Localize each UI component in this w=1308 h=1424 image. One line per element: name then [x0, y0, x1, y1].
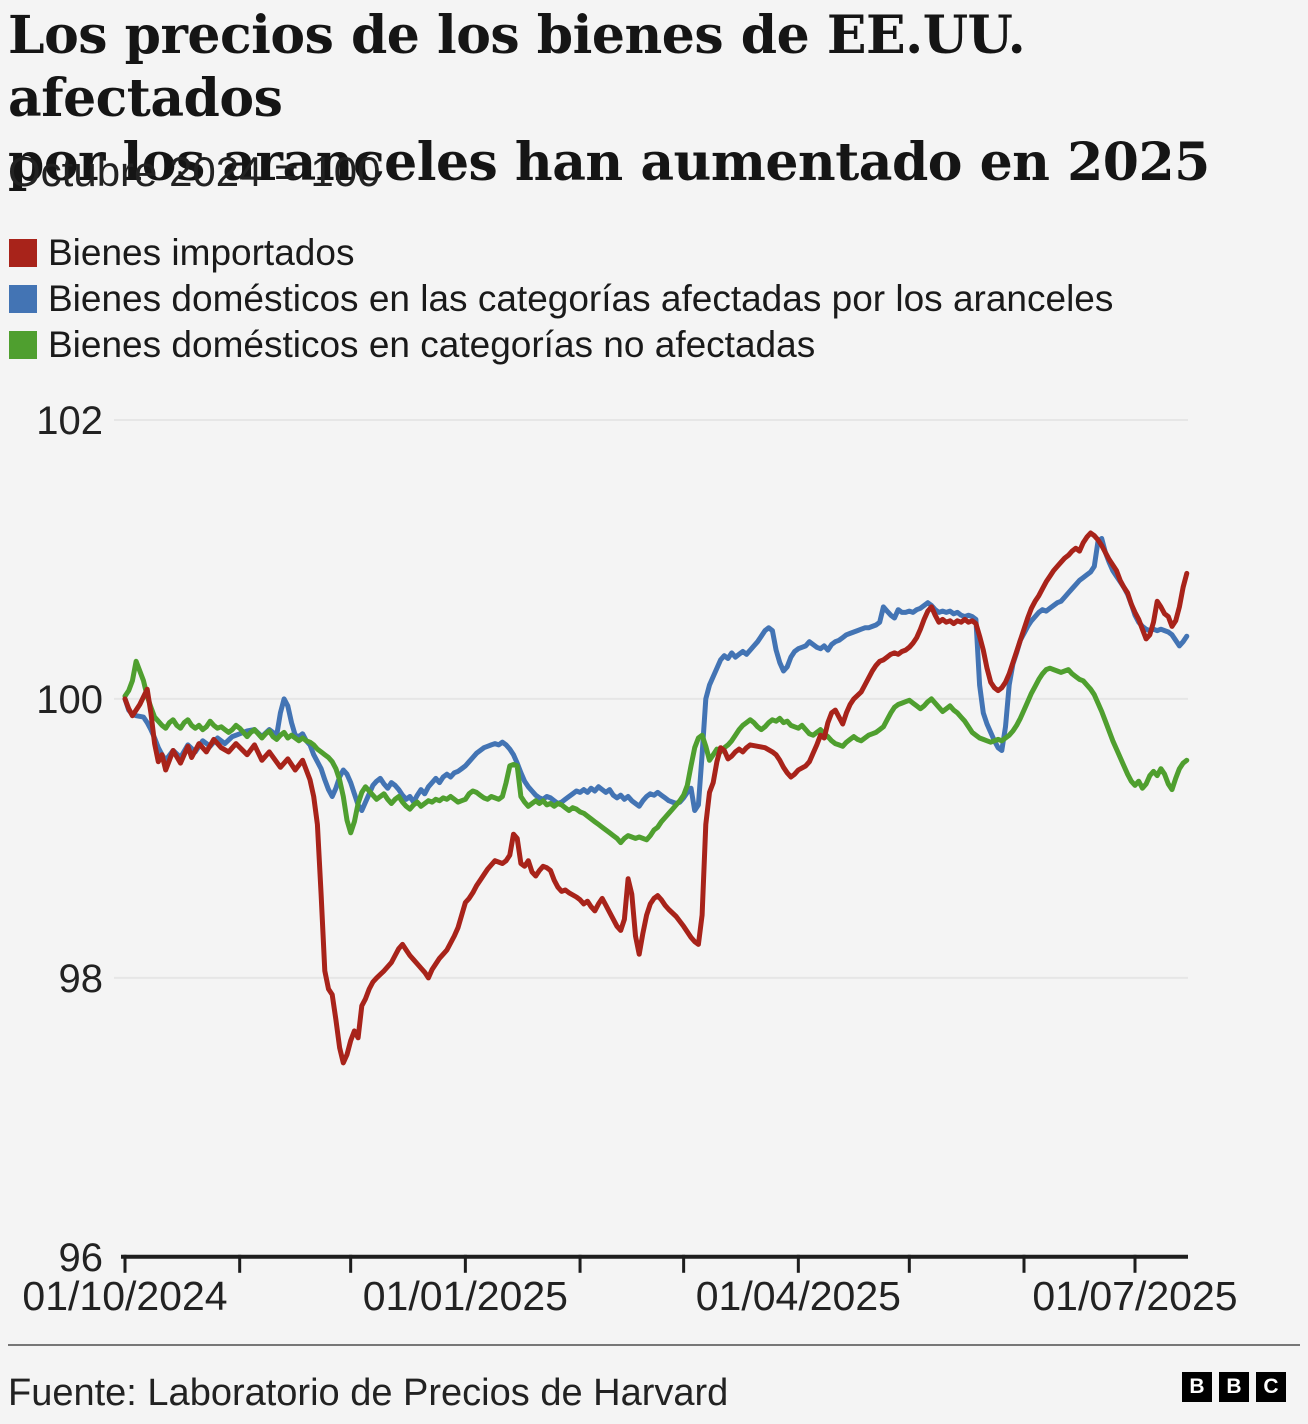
bbc-logo-block: B: [1219, 1372, 1249, 1402]
chart-legend: Bienes importados Bienes domésticos en la…: [9, 234, 1113, 376]
series-line-bienes-dom-sticos-en-categor-as-no-afectadas: [122, 658, 1190, 846]
legend-label: Bienes domésticos en categorías no afect…: [48, 324, 816, 365]
chart-subtitle: Octubre 2024 = 100: [8, 148, 381, 195]
legend-item: Bienes domésticos en categorías no afect…: [9, 326, 1113, 363]
legend-swatch-icon: [9, 284, 37, 313]
x-axis-label: 01/07/2025: [1032, 1273, 1237, 1319]
series-line-bienes-importados: [122, 530, 1190, 1066]
source-attribution: Fuente: Laboratorio de Precios de Harvar…: [8, 1372, 729, 1414]
legend-label: Bienes domésticos en las categorías afec…: [48, 278, 1114, 319]
legend-label: Bienes importados: [48, 232, 355, 273]
legend-swatch-icon: [9, 330, 37, 359]
bbc-logo-block: C: [1256, 1372, 1286, 1402]
chart-title-line1: Los precios de los bienes de EE.UU. afec…: [8, 5, 1026, 130]
legend-swatch-icon: [9, 238, 37, 267]
x-axis-label: 01/04/2025: [696, 1273, 901, 1319]
y-axis-label-100: 100: [36, 678, 103, 722]
legend-item: Bienes importados: [9, 234, 1113, 271]
chart-title: Los precios de los bienes de EE.UU. afec…: [8, 4, 1300, 194]
x-axis-label: 01/10/2024: [22, 1273, 227, 1319]
y-axis-label-102: 102: [36, 399, 103, 443]
bbc-logo-block: B: [1182, 1372, 1212, 1402]
y-axis-label-98: 98: [59, 957, 104, 1001]
chart-title-line2: por los aranceles han aumentado en 2025: [8, 131, 1210, 193]
x-axis-label: 01/01/2025: [363, 1273, 568, 1319]
series-line-bienes-dom-sticos-en-las-categor-as-afectadas-por-los-aranceles: [122, 536, 1190, 813]
legend-item: Bienes domésticos en las categorías afec…: [9, 280, 1113, 317]
y-axis-label-96: 96: [59, 1236, 104, 1280]
footer-divider: [8, 1344, 1300, 1346]
